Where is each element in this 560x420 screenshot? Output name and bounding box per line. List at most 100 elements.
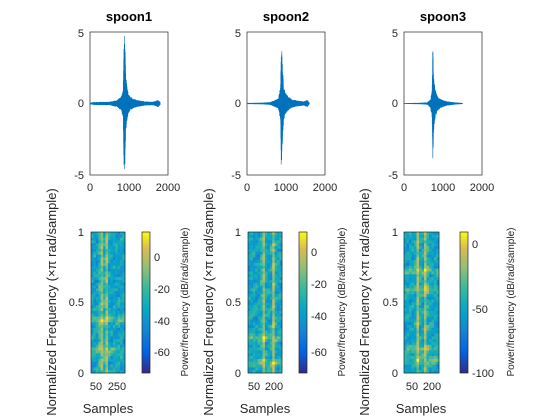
spectrogram-cell (265, 308, 268, 312)
spectrogram-cell (120, 370, 123, 374)
spectrogram-cell (115, 248, 119, 253)
spectrogram-cell (93, 333, 97, 337)
spectrogram-cell (255, 339, 259, 343)
spectrogram-cell (250, 237, 254, 241)
spectrogram-cell (409, 232, 412, 236)
spectrogram-cell (120, 263, 123, 267)
spectrogram-cell (252, 316, 256, 320)
spectrogram-cell (93, 356, 97, 360)
spectrogram-cell (260, 296, 263, 300)
spectrogram-cell (262, 305, 266, 309)
spectrogram-cell (279, 367, 283, 371)
spectrogram-cell (419, 237, 422, 241)
spectrogram-cell (424, 305, 427, 309)
spectrogram-cell (267, 288, 271, 292)
spectrogram-cell (272, 356, 276, 360)
spectrogram-cell (436, 361, 440, 365)
spectrogram-cell (429, 319, 432, 323)
spectrogram-cell (277, 367, 280, 371)
spectrogram-cell (95, 370, 99, 374)
spectrogram-cell (269, 327, 273, 331)
spectrogram-cell (112, 336, 116, 340)
spectrogram-cell (419, 294, 422, 298)
spectrogram-cell (272, 277, 276, 281)
spectrogram-cell (272, 361, 276, 365)
spectrogram-cell (265, 257, 268, 261)
spectrogram-cell (252, 271, 256, 275)
spectrogram-cell (414, 356, 417, 360)
spectrogram-cell (279, 361, 283, 365)
spectrogram-cell (419, 333, 422, 337)
spectrogram-cell (260, 333, 263, 337)
spectrogram-cell (416, 237, 420, 241)
spectrogram-cell (248, 271, 251, 275)
spectrogram-cell (277, 313, 280, 317)
spectrogram-cell (419, 260, 422, 264)
spectrogram-cell (279, 265, 283, 269)
spectrogram-cell (272, 319, 276, 323)
spectrogram-cell (110, 308, 114, 312)
spectrogram-cell (103, 254, 106, 258)
spectrogram-cell (426, 268, 430, 272)
spectrogram-cell (279, 350, 283, 354)
spectrogram-cell (426, 367, 430, 371)
spectrogram-cell (429, 364, 432, 368)
spectrogram-cell (108, 341, 111, 346)
spectrogram-cell (250, 285, 254, 289)
spectrogram-cell (277, 260, 280, 264)
spectrogram-cell (115, 336, 119, 340)
spectrogram-cell (421, 310, 425, 315)
spectrogram-cell (98, 279, 102, 284)
spectrogram-cell (122, 313, 126, 317)
spectrogram-cell (103, 257, 106, 261)
spectrogram-cell (277, 237, 280, 241)
spectrogram-cell (421, 347, 425, 351)
spectrogram-cell (260, 308, 263, 312)
spectrogram-cell (122, 333, 126, 337)
spectrogram-cell (105, 367, 109, 371)
spectrogram-cell (122, 322, 126, 326)
spectrogram-cell (248, 299, 251, 303)
spectrogram-cell (120, 246, 123, 250)
spectrogram-cell (424, 263, 427, 267)
spectrogram-cell (91, 240, 94, 244)
spectrogram-cell (120, 319, 123, 323)
spectrogram-cell (406, 336, 410, 340)
spectrogram-cell (122, 234, 126, 238)
spectrogram-cell (252, 350, 256, 354)
spectrogram-cell (250, 251, 254, 255)
spectrogram-cell (421, 305, 425, 309)
spectrogram-cell (414, 330, 417, 334)
spectrogram-cell (120, 279, 123, 284)
spectrogram-cell (279, 232, 283, 236)
spectrogram-cell (122, 240, 126, 244)
spectrogram-cell (252, 305, 256, 309)
spectrogram-cell (108, 265, 111, 269)
spectrogram-cell (115, 364, 119, 368)
spectrogram-cell (274, 305, 278, 309)
spectrogram-cell (424, 268, 427, 272)
spectrogram-cell (409, 313, 412, 317)
spectrogram-cell (250, 330, 254, 334)
spectrogram-cell (406, 310, 410, 315)
spectrogram-cell (436, 248, 440, 253)
spectrogram-cell (431, 310, 435, 315)
spectrogram-cell (404, 347, 407, 351)
spectrogram-cell (120, 234, 123, 238)
spectrogram-cell (120, 305, 123, 309)
spectrogram-box-2 (247, 231, 283, 374)
spectrogram-cell (112, 271, 116, 275)
spectrogram-cell (260, 268, 263, 272)
spectrogram-cell (120, 322, 123, 326)
spectrogram-cell (257, 356, 261, 360)
spectrogram-cell (108, 268, 111, 272)
spectrogram-cell (277, 232, 280, 236)
spectrogram-cell (279, 263, 283, 267)
spectrogram-cell (406, 367, 410, 371)
spectrogram-cell (250, 302, 254, 306)
spectrogram-cell (406, 305, 410, 309)
spectrogram-cell (260, 274, 263, 278)
spectrogram-cell (279, 333, 283, 337)
spectrogram-cell (279, 330, 283, 334)
spectrogram-cell (434, 248, 437, 253)
